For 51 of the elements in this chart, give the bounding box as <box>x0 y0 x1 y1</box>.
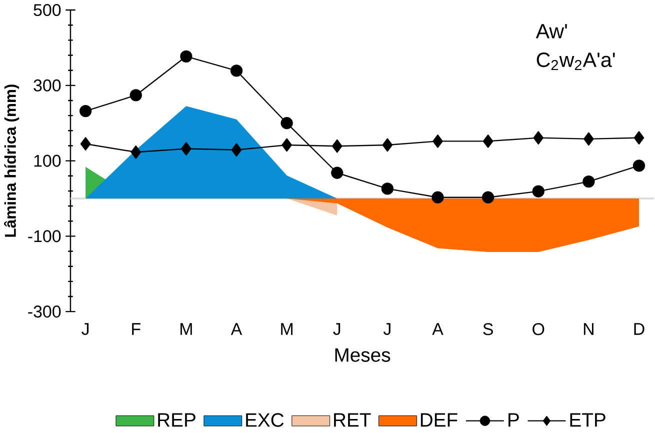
x-tick-label: S <box>483 322 493 335</box>
legend-label: ETP <box>570 413 606 426</box>
point <box>482 134 494 148</box>
point <box>532 185 544 198</box>
point <box>482 191 494 204</box>
point <box>381 182 394 195</box>
point <box>130 145 142 159</box>
point <box>282 138 292 152</box>
y-tick-label: 100 <box>34 154 61 167</box>
point <box>280 116 293 130</box>
x-axis-title: Meses <box>335 348 390 362</box>
annotation: Aw' <box>536 24 567 38</box>
legend-label: EXC <box>246 412 284 427</box>
annotation: C$_{2}$w$_{2}$A'a' <box>536 52 615 70</box>
y-tick-label: -300 <box>28 305 61 318</box>
point <box>634 130 644 144</box>
point <box>180 50 192 62</box>
point <box>382 138 393 152</box>
legend-label: RET <box>334 413 371 426</box>
point <box>432 134 443 148</box>
x-tick-label: J <box>333 322 340 335</box>
point <box>231 143 242 156</box>
point <box>230 64 243 77</box>
y-axis-title: Lâmina hídrica (mm) <box>4 84 20 237</box>
x-tick-label: M <box>281 322 292 335</box>
y-tick-label: -100 <box>28 230 61 242</box>
x-tick-label: N <box>584 322 594 335</box>
legend-label: DEF <box>420 413 458 426</box>
point <box>584 132 594 146</box>
point <box>332 139 342 153</box>
x-tick-label: J <box>82 322 89 335</box>
legend-label: REP <box>158 413 196 426</box>
x-tick-label: A <box>432 322 444 335</box>
point <box>80 136 91 150</box>
point <box>533 130 544 144</box>
x-tick-label: M <box>180 322 192 335</box>
y-tick-label: 300 <box>34 79 61 92</box>
x-tick-label: J <box>383 322 390 335</box>
x-tick-label: O <box>532 322 544 335</box>
point <box>582 175 595 188</box>
point <box>632 159 646 172</box>
point <box>130 88 142 102</box>
point <box>181 142 192 156</box>
point <box>331 166 344 179</box>
legend-label: P <box>508 413 519 426</box>
y-tick-label: 500 <box>34 4 61 16</box>
point <box>79 104 92 117</box>
x-tick-label: A <box>230 322 242 335</box>
x-tick-label: D <box>634 322 644 335</box>
x-tick-label: F <box>132 322 140 335</box>
point <box>432 191 444 204</box>
